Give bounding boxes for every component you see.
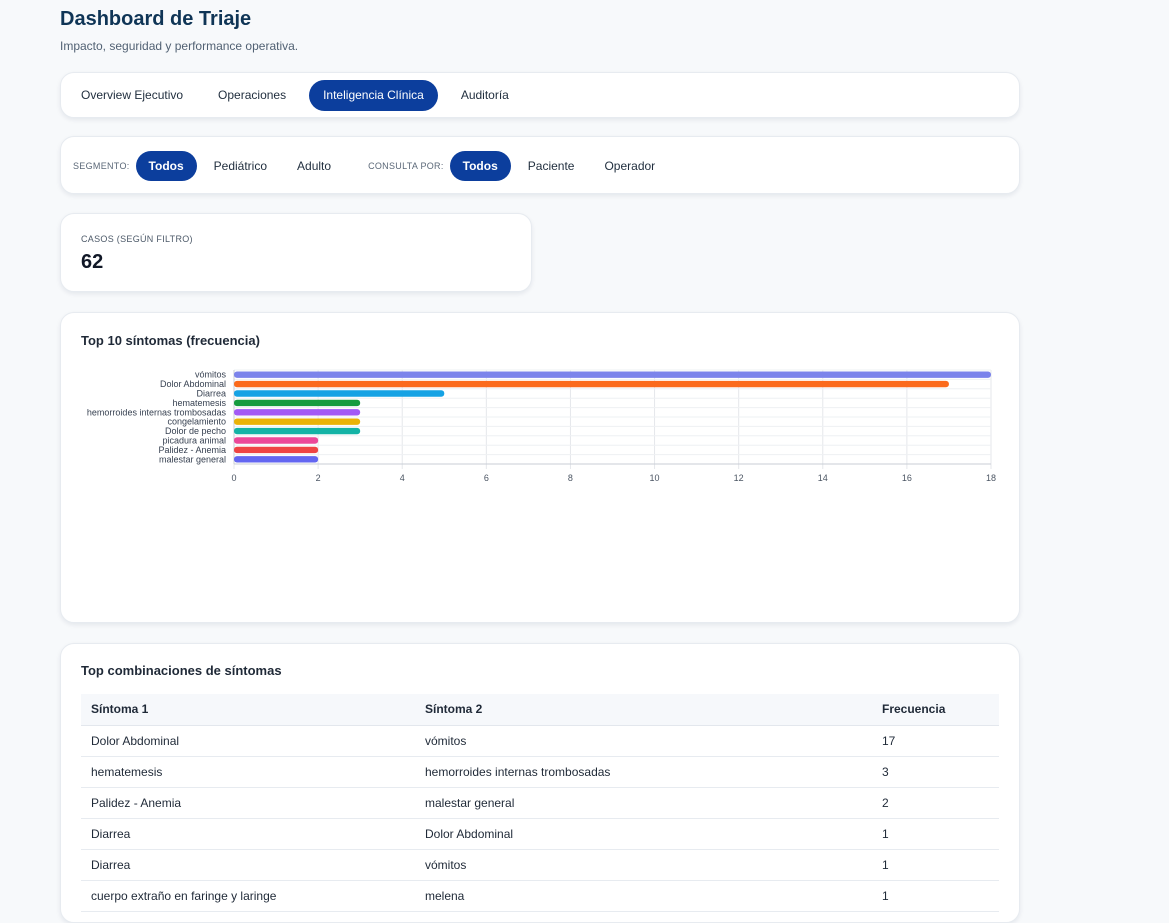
- tab-auditoria[interactable]: Auditoría: [460, 88, 509, 102]
- chart-title: Top 10 síntomas (frecuencia): [81, 333, 260, 348]
- category-label: malestar general: [159, 454, 226, 464]
- table-row: Diarrea vómitos 1: [81, 849, 999, 881]
- cell-sintoma-1: Palidez - Anemia: [81, 787, 415, 819]
- cases-kpi-value: 62: [81, 251, 104, 273]
- category-label: hemorroides internas trombosadas: [87, 407, 227, 417]
- tab-operaciones[interactable]: Operaciones: [218, 88, 287, 102]
- cell-sintoma-1: hematemesis: [81, 756, 415, 788]
- bar-3[interactable]: [234, 390, 445, 397]
- bar-7[interactable]: [234, 427, 361, 435]
- x-tick-label: 0: [231, 473, 236, 483]
- cell-sintoma-2: vómitos: [415, 725, 872, 757]
- segment-option-todos[interactable]: Todos: [135, 151, 197, 181]
- category-label: congelamiento: [167, 417, 226, 427]
- cell-sintoma-2: hemorroides internas trombosadas: [415, 756, 872, 788]
- category-label: Palidez - Anemia: [158, 445, 226, 455]
- bar-8[interactable]: [234, 437, 319, 444]
- cell-sintoma-2: vómitos: [415, 849, 872, 881]
- category-label: Dolor de pecho: [165, 426, 226, 436]
- table-row: Dolor Abdominal vómitos 17: [81, 725, 999, 757]
- x-tick-label: 12: [734, 473, 744, 483]
- table-row: Palidez - Anemia malestar general 2: [81, 787, 999, 819]
- segment-option-adulto[interactable]: Adulto: [297, 159, 332, 173]
- x-tick-label: 4: [400, 473, 405, 483]
- x-tick-label: 14: [818, 473, 828, 483]
- filter-bar: SEGMENTO: Todos Pediátrico Adulto CONSUL…: [73, 150, 672, 182]
- cell-sintoma-1: Diarrea: [81, 849, 415, 881]
- symptom-combinations-card: Top combinaciones de síntomas Síntoma 1 …: [60, 643, 1020, 923]
- table-row: cuerpo extraño en faringe y laringe mele…: [81, 880, 999, 912]
- query-option-paciente[interactable]: Paciente: [527, 159, 575, 173]
- x-tick-label: 18: [986, 473, 996, 483]
- nav-tabs-card: Overview Ejecutivo Operaciones Inteligen…: [60, 72, 1020, 118]
- query-filter-label: CONSULTA POR:: [368, 161, 444, 171]
- tab-overview-ejecutivo[interactable]: Overview Ejecutivo: [81, 88, 184, 102]
- bar-5[interactable]: [234, 409, 361, 416]
- cell-frecuencia: 1: [872, 849, 999, 881]
- cell-frecuencia: 1: [872, 818, 999, 850]
- x-tick-label: 6: [484, 473, 489, 483]
- cell-sintoma-1: Dolor Abdominal: [81, 725, 415, 757]
- x-tick-label: 10: [650, 473, 660, 483]
- column-header-sintoma-2: Síntoma 2: [415, 694, 872, 726]
- column-header-sintoma-1: Síntoma 1: [81, 694, 415, 726]
- table-title: Top combinaciones de síntomas: [81, 663, 282, 678]
- cell-sintoma-2: malestar general: [415, 787, 872, 819]
- column-header-frecuencia: Frecuencia: [872, 694, 999, 726]
- cell-sintoma-2: Dolor Abdominal: [415, 818, 872, 850]
- symptom-combinations-table: Síntoma 1 Síntoma 2 Frecuencia Dolor Abd…: [81, 694, 999, 912]
- cell-frecuencia: 3: [872, 756, 999, 788]
- tab-inteligencia-clinica[interactable]: Inteligencia Clínica: [309, 80, 438, 111]
- x-tick-label: 16: [902, 473, 912, 483]
- cases-kpi-label: CASOS (SEGÚN FILTRO): [81, 234, 193, 244]
- category-label: picadura animal: [162, 436, 226, 446]
- bar-6[interactable]: [234, 418, 361, 425]
- cell-sintoma-1: cuerpo extraño en faringe y laringe: [81, 880, 415, 912]
- cell-sintoma-1: Diarrea: [81, 818, 415, 850]
- table-row: hematemesis hemorroides internas trombos…: [81, 756, 999, 788]
- table-row: Diarrea Dolor Abdominal 1: [81, 818, 999, 850]
- segment-filter-label: SEGMENTO:: [73, 161, 130, 171]
- category-label: hematemesis: [172, 398, 226, 408]
- cases-kpi-card: CASOS (SEGÚN FILTRO) 62: [60, 213, 532, 292]
- page-title: Dashboard de Triaje: [60, 8, 252, 30]
- tab-bar: Overview Ejecutivo Operaciones Inteligen…: [69, 80, 532, 111]
- bar-9[interactable]: [234, 446, 319, 454]
- bar-2[interactable]: [234, 380, 949, 388]
- cell-frecuencia: 2: [872, 787, 999, 819]
- cell-sintoma-2: melena: [415, 880, 872, 912]
- bar-1[interactable]: [234, 371, 991, 378]
- segment-option-pediatrico[interactable]: Pediátrico: [213, 159, 268, 173]
- category-label: Diarrea: [196, 389, 226, 399]
- bar-4[interactable]: [234, 399, 361, 407]
- category-label: Dolor Abdominal: [160, 379, 226, 389]
- query-option-operador[interactable]: Operador: [604, 159, 656, 173]
- query-option-todos[interactable]: Todos: [449, 151, 511, 181]
- filters-card: SEGMENTO: Todos Pediátrico Adulto CONSUL…: [60, 136, 1020, 194]
- cell-frecuencia: 1: [872, 880, 999, 912]
- bar-10[interactable]: [234, 456, 319, 463]
- table-header-row: Síntoma 1 Síntoma 2 Frecuencia: [81, 694, 999, 726]
- symptoms-chart-card: Top 10 síntomas (frecuencia) vómitos Dolo…: [60, 312, 1020, 623]
- x-tick-label: 2: [316, 473, 321, 483]
- cell-frecuencia: 17: [872, 725, 999, 757]
- x-tick-label: 8: [568, 473, 573, 483]
- page-subtitle: Impacto, seguridad y performance operati…: [60, 39, 299, 53]
- category-label: vómitos: [195, 370, 227, 380]
